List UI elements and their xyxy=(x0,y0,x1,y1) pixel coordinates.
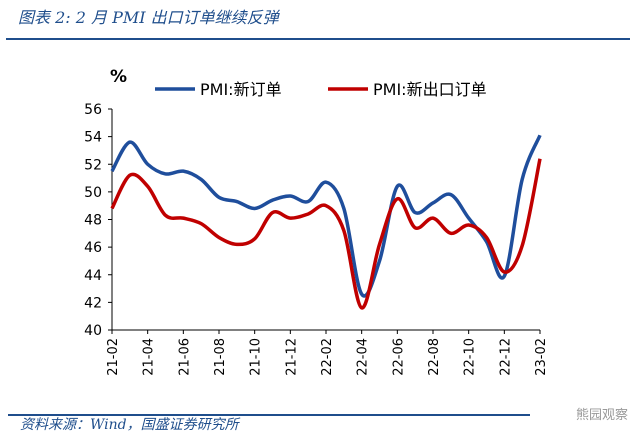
y-tick-label: 56 xyxy=(84,102,102,118)
line-chart: % PMI:新订单 PMI:新出口订单 40 42 44 46 48 50 52 54 56 21-… xyxy=(84,67,549,376)
y-tick-label: 46 xyxy=(84,240,102,256)
x-tick-label: 21-02 xyxy=(106,338,121,376)
x-tick-label: 21-12 xyxy=(284,338,299,376)
y-tick-label: 40 xyxy=(84,323,102,339)
x-tick-label: 22-04 xyxy=(356,338,371,376)
legend: PMI:新订单 PMI:新出口订单 xyxy=(155,80,487,99)
y-tick-label: 42 xyxy=(84,295,102,311)
series-line xyxy=(110,134,542,298)
x-tick-label: 21-08 xyxy=(213,338,228,376)
y-tick-label: 50 xyxy=(84,185,102,201)
watermark: 熊园观察 xyxy=(575,408,628,423)
y-axis-label: % xyxy=(110,67,127,87)
title-divider xyxy=(6,38,630,40)
y-tick-label: 54 xyxy=(84,130,102,146)
x-tick-label: 21-10 xyxy=(249,338,264,376)
source-note: 资料来源：Wind，国盛证券研究所 xyxy=(20,417,239,433)
x-tick-label: 22-02 xyxy=(320,338,335,376)
series-group xyxy=(110,134,542,310)
figure-title: 图表 2: 2 月 PMI 出口订单继续反弹 xyxy=(18,8,279,27)
x-tick-label: 21-06 xyxy=(177,338,192,376)
x-tick-label: 22-10 xyxy=(463,338,478,376)
series-line xyxy=(110,158,542,310)
axes: 40 42 44 46 48 50 52 54 56 21-02 21-04 21-06 21-08 21… xyxy=(84,102,549,376)
x-tick-label: 22-06 xyxy=(391,338,406,376)
y-tick-label: 52 xyxy=(84,157,102,173)
series-1 xyxy=(110,134,542,298)
legend-label: PMI:新订单 xyxy=(200,80,282,99)
source-divider xyxy=(8,414,530,416)
y-tick-label: 44 xyxy=(84,268,102,284)
legend-label: PMI:新出口订单 xyxy=(373,80,487,99)
series-2 xyxy=(110,158,542,310)
x-tick-label: 22-08 xyxy=(427,338,442,376)
x-tick-label: 23-02 xyxy=(534,338,549,376)
x-tick-label: 21-04 xyxy=(142,338,157,376)
y-tick-label: 48 xyxy=(84,213,102,229)
x-tick-label: 22-12 xyxy=(498,338,513,376)
